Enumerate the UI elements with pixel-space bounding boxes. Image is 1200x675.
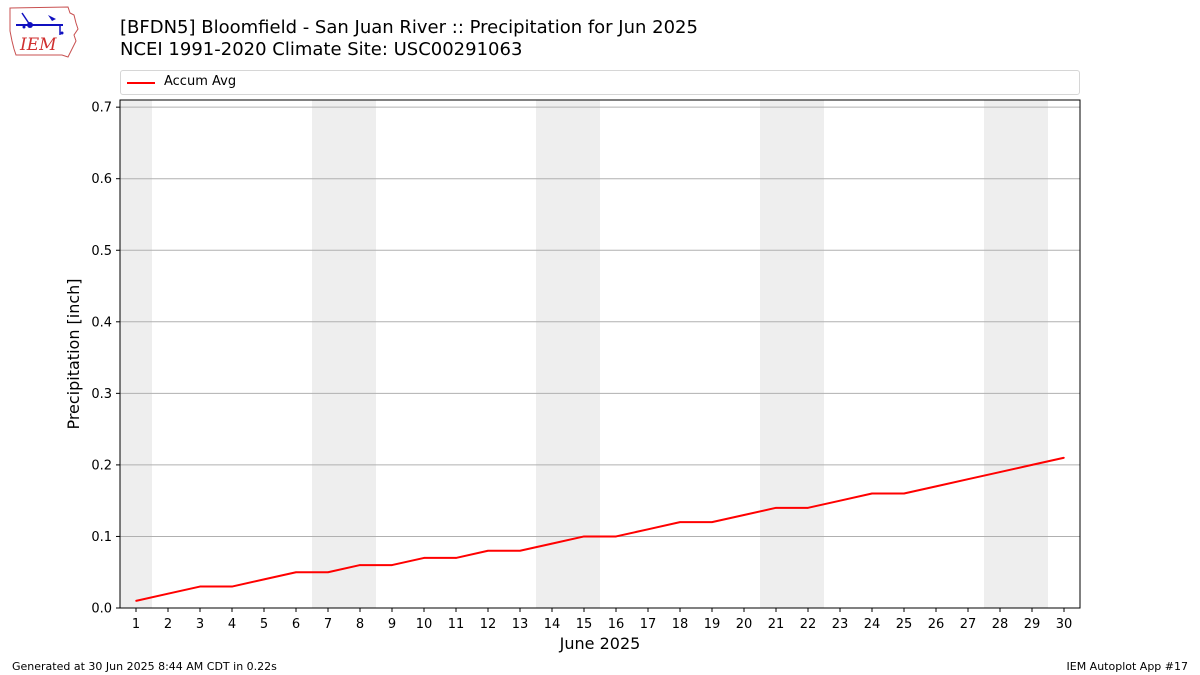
x-tick-label: 8 — [356, 617, 364, 632]
y-axis-label: Precipitation [inch] — [64, 278, 83, 429]
data-point — [871, 492, 873, 495]
data-point — [583, 535, 585, 538]
weekend-band — [1016, 100, 1048, 608]
legend-line-swatch — [127, 82, 155, 84]
x-tick-label: 13 — [512, 617, 529, 632]
x-tick-label: 10 — [416, 617, 433, 632]
data-point — [1031, 464, 1033, 466]
series-line-accum-avg — [135, 456, 1065, 602]
x-tick-label: 16 — [608, 617, 625, 632]
data-point — [967, 478, 969, 481]
x-tick-label: 22 — [800, 617, 817, 632]
weekend-band — [312, 100, 344, 608]
data-point — [1063, 456, 1065, 459]
legend-label: Accum Avg — [164, 74, 237, 89]
x-tick-label: 4 — [228, 617, 236, 632]
x-tick-label: 15 — [576, 617, 593, 632]
x-tick-label: 20 — [736, 617, 753, 632]
weekend-band — [120, 100, 152, 608]
data-point — [551, 542, 553, 545]
iem-iowa-logo-icon: IEM — [9, 6, 79, 58]
x-tick-label: 1 — [132, 617, 140, 632]
x-tick-label: 25 — [896, 617, 913, 632]
data-point — [615, 535, 617, 538]
x-tick-label: 24 — [864, 617, 881, 632]
x-tick-label: 12 — [480, 617, 497, 632]
data-point — [327, 571, 329, 574]
weekend-band — [344, 100, 376, 608]
data-point — [359, 564, 361, 566]
data-point — [743, 514, 745, 516]
data-point — [519, 549, 521, 552]
x-tick-label: 29 — [1024, 617, 1041, 632]
weekend-band — [760, 100, 792, 608]
x-tick-label: 27 — [960, 617, 977, 632]
weekend-band — [568, 100, 600, 608]
x-tick-label: 19 — [704, 617, 721, 632]
weekend-band — [536, 100, 568, 608]
data-point — [679, 521, 681, 523]
x-tick-label: 2 — [164, 617, 172, 632]
data-point — [295, 571, 297, 574]
data-point — [807, 507, 809, 509]
x-tick-label: 11 — [448, 617, 465, 632]
data-point — [263, 578, 265, 581]
y-tick-label: 0.2 — [91, 458, 112, 473]
data-point — [647, 528, 649, 531]
data-point — [839, 499, 841, 502]
x-tick-label: 5 — [260, 617, 268, 632]
data-point — [487, 549, 489, 552]
data-point — [999, 471, 1001, 473]
plot-frame — [119, 99, 1081, 609]
data-point — [775, 507, 777, 509]
weekend-band — [984, 100, 1016, 608]
y-tick-label: 0.4 — [91, 315, 112, 330]
y-tick-label: 0.0 — [91, 602, 112, 617]
x-tick-label: 3 — [196, 617, 204, 632]
x-tick-label: 28 — [992, 617, 1009, 632]
chart-legend: Accum Avg — [120, 70, 1080, 95]
chart-title-line1: [BFDN5] Bloomfield - San Juan River :: P… — [120, 17, 698, 38]
data-point — [711, 521, 713, 523]
data-point — [231, 585, 233, 588]
x-tick-label: 21 — [768, 617, 785, 632]
data-point — [455, 557, 457, 559]
logo-text: IEM — [19, 35, 57, 55]
footer-generated: Generated at 30 Jun 2025 8:44 AM CDT in … — [12, 660, 277, 673]
data-point — [199, 585, 201, 588]
y-tick-label: 0.5 — [91, 244, 112, 259]
y-tick-label: 0.6 — [91, 172, 112, 187]
data-point — [167, 592, 169, 595]
x-tick-label: 6 — [292, 617, 300, 632]
data-point — [391, 564, 393, 566]
data-point — [935, 485, 937, 488]
x-tick-label: 7 — [324, 617, 332, 632]
y-tick-label: 0.3 — [91, 387, 112, 402]
x-axis-label: June 2025 — [559, 634, 641, 653]
chart-title: [BFDN5] Bloomfield - San Juan River :: P… — [120, 17, 698, 61]
y-tick-label: 0.7 — [91, 101, 112, 116]
x-tick-label: 14 — [544, 617, 561, 632]
x-tick-label: 30 — [1056, 617, 1073, 632]
x-tick-label: 26 — [928, 617, 945, 632]
y-tick-label: 0.1 — [91, 530, 112, 545]
x-tick-label: 18 — [672, 617, 689, 632]
x-tick-label: 9 — [388, 617, 396, 632]
weekend-band — [792, 100, 824, 608]
footer-app: IEM Autoplot App #17 — [1066, 660, 1189, 673]
x-tick-label: 17 — [640, 617, 657, 632]
data-point — [423, 557, 425, 559]
data-point — [135, 600, 137, 602]
x-tick-label: 23 — [832, 617, 849, 632]
chart-title-line2: NCEI 1991-2020 Climate Site: USC00291063 — [120, 39, 523, 60]
data-point — [903, 492, 905, 495]
